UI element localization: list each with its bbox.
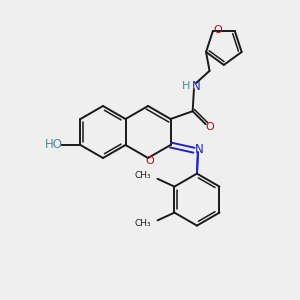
Text: CH₃: CH₃ (135, 171, 152, 180)
Text: HO: HO (44, 137, 62, 151)
Text: O: O (214, 25, 222, 35)
Text: O: O (146, 156, 154, 166)
Text: O: O (205, 122, 214, 132)
Text: H: H (182, 81, 190, 91)
Text: N: N (195, 143, 203, 156)
Text: CH₃: CH₃ (135, 219, 152, 228)
Text: N: N (192, 80, 200, 93)
